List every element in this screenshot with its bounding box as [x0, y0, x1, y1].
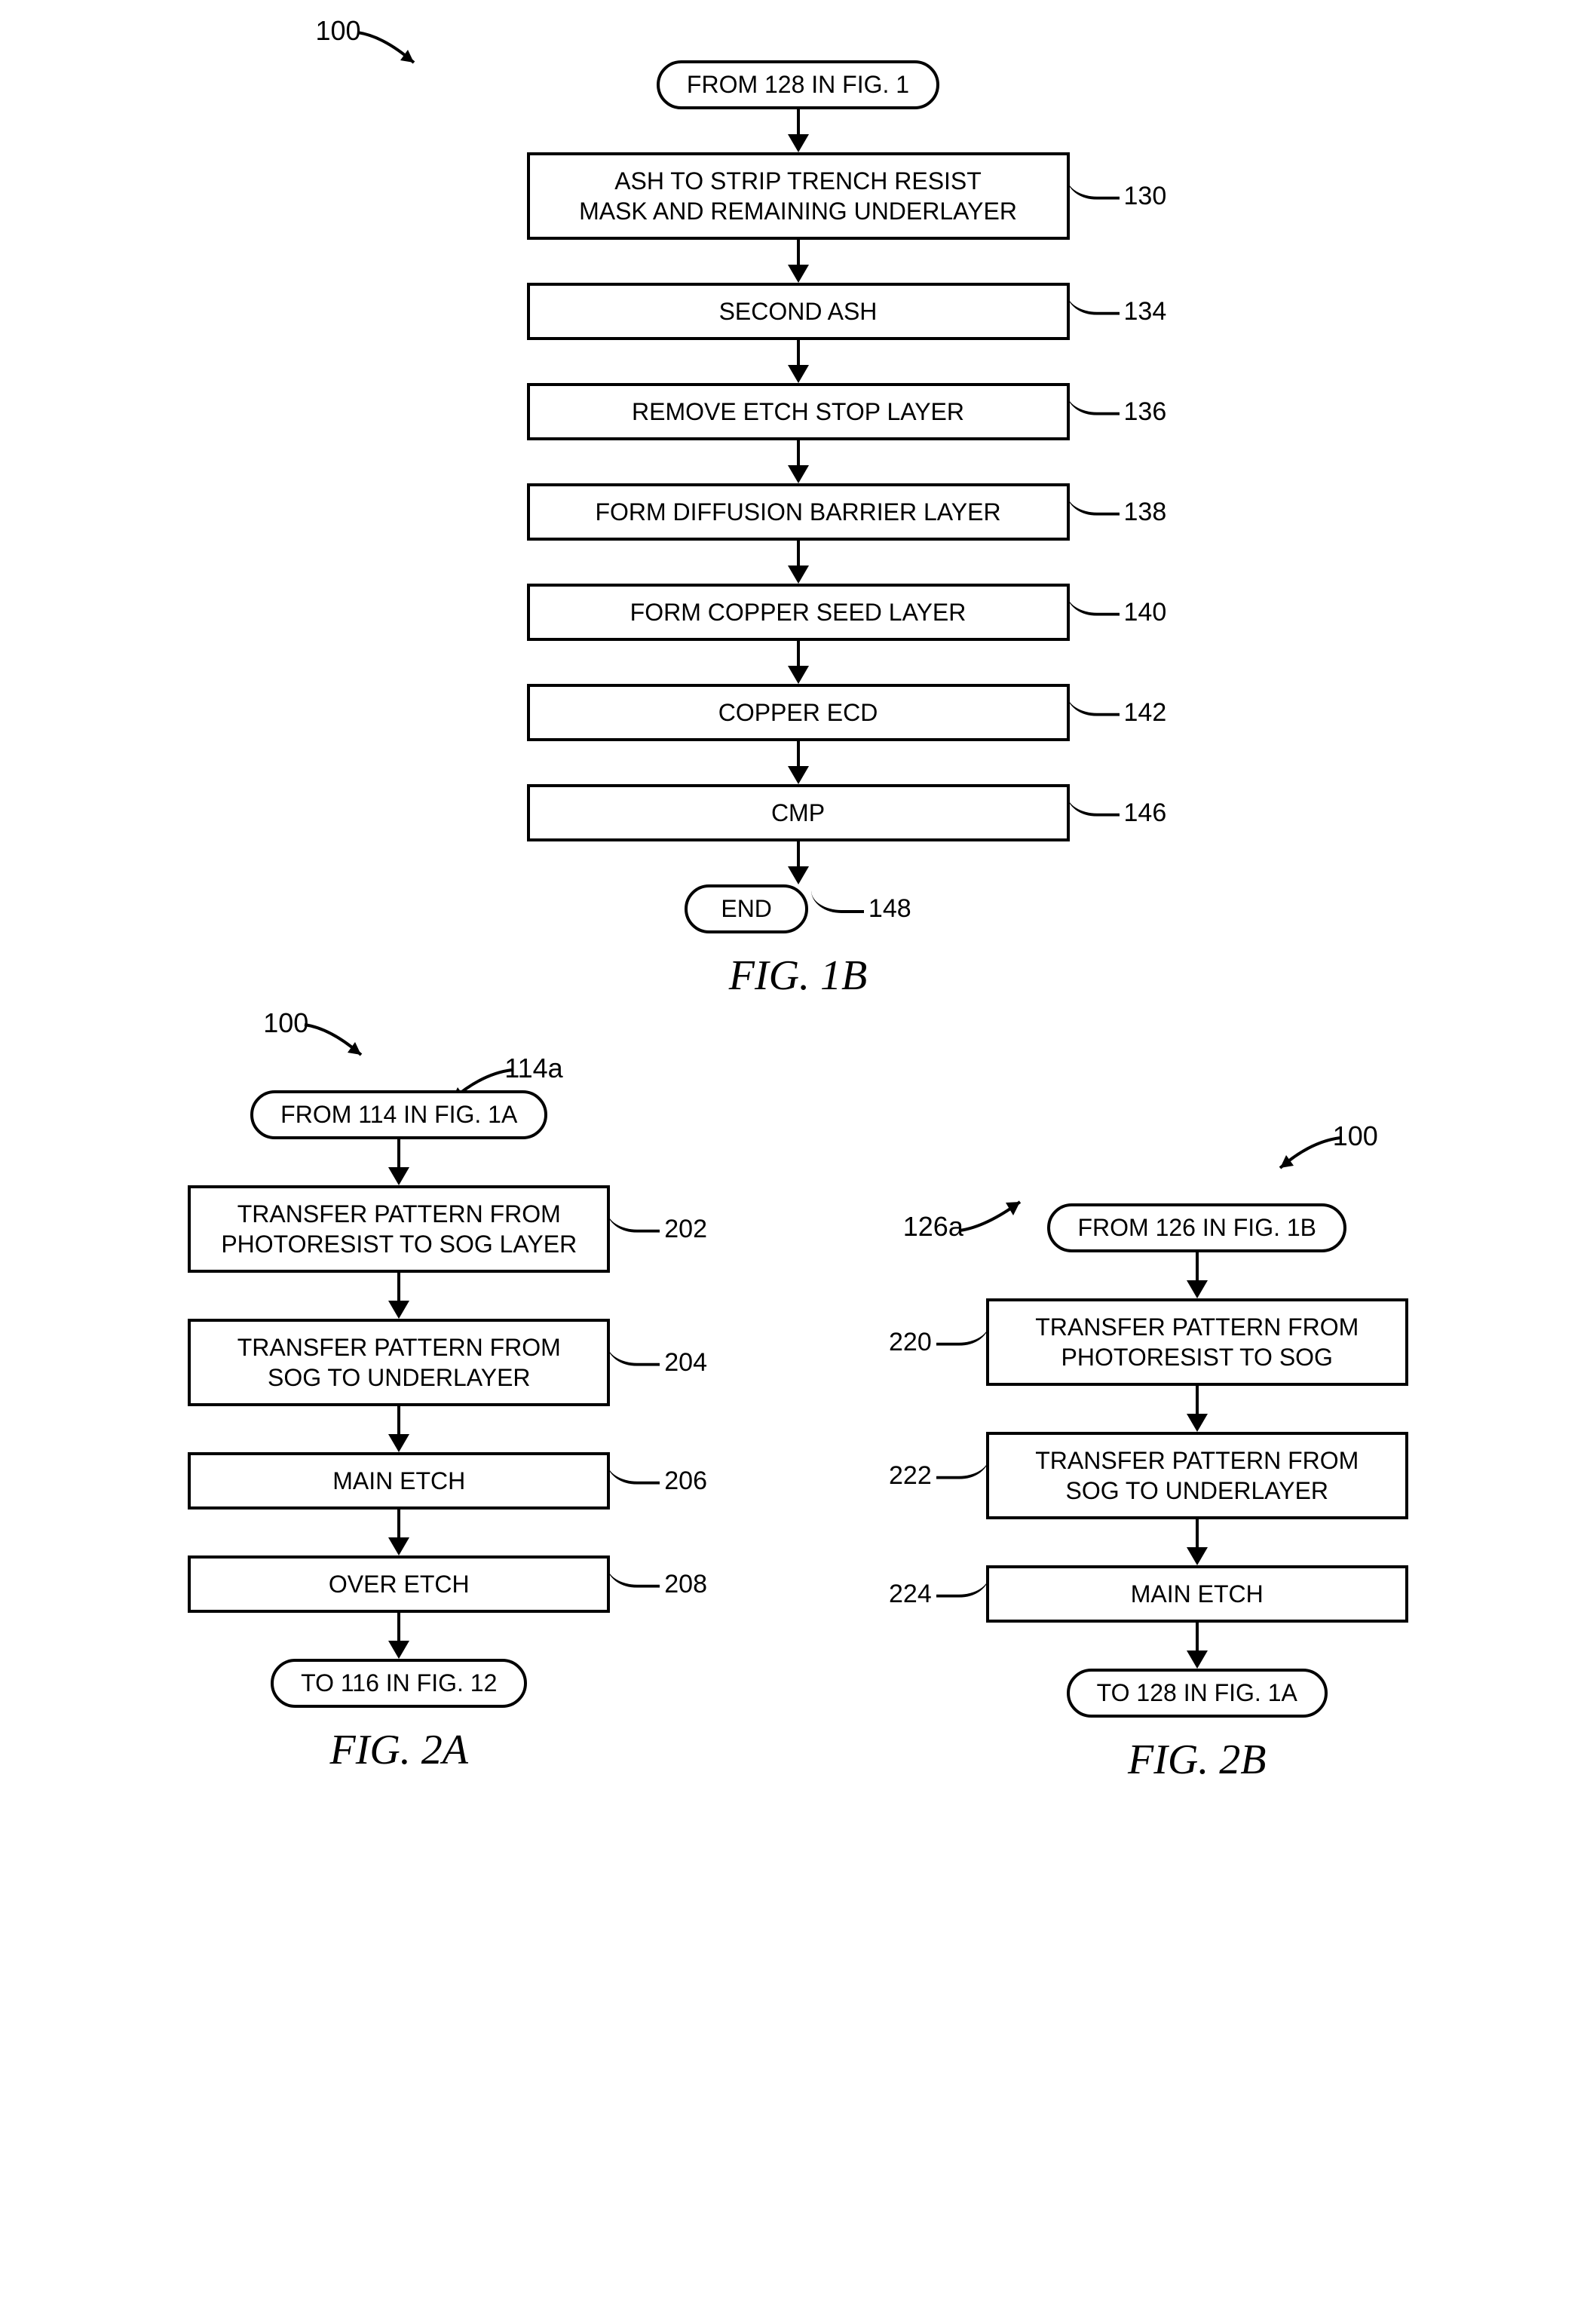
step-label: 220 — [889, 1326, 989, 1359]
process-row: CMP146 — [527, 784, 1070, 841]
end-terminal-row: END 148 — [685, 884, 911, 933]
step-label: 206 — [607, 1465, 707, 1497]
process-box: ASH TO STRIP TRENCH RESISTMASK AND REMAI… — [527, 152, 1070, 240]
start-terminal-row: FROM 128 IN FIG. 1 — [657, 60, 939, 109]
process-row: TRANSFER PATTERN FROMSOG TO UNDERLAYER20… — [188, 1319, 610, 1406]
process-row: TRANSFER PATTERN FROMPHOTORESIST TO SOG2… — [986, 1298, 1408, 1386]
step-label: 134 — [1067, 296, 1167, 328]
pointer-126a-fig2b: 126a — [903, 1211, 963, 1243]
process-row: FORM DIFFUSION BARRIER LAYER138 — [527, 483, 1070, 541]
end-label: 148 — [868, 894, 911, 924]
step-label: 138 — [1067, 496, 1167, 529]
step-label: 142 — [1067, 697, 1167, 729]
process-row: MAIN ETCH206 — [188, 1452, 610, 1510]
end-terminal: END — [685, 884, 808, 933]
figure-caption-1b: FIG. 1B — [729, 952, 868, 1000]
flowchart-2b: 100 126a FROM 126 IN FIG. 1B TRANSFER PA… — [986, 1203, 1408, 1784]
flowchart-1b: 100 FROM 128 IN FIG. 1 ASH TO STRIP TREN… — [527, 60, 1070, 1000]
step-label: 136 — [1067, 396, 1167, 428]
start-terminal: FROM 128 IN FIG. 1 — [657, 60, 939, 109]
step-label: 202 — [607, 1213, 707, 1246]
pointer-100-fig2a: 100 — [263, 1007, 308, 1039]
process-row: TRANSFER PATTERN FROMSOG TO UNDERLAYER22… — [986, 1432, 1408, 1519]
process-box: SECOND ASH134 — [527, 283, 1070, 340]
process-box: OVER ETCH208 — [188, 1555, 610, 1613]
step-label: 222 — [889, 1460, 989, 1492]
step-label: 204 — [607, 1347, 707, 1379]
end-terminal-row: TO 128 IN FIG. 1A — [1067, 1669, 1328, 1718]
pointer-114a-fig2a: 114a — [504, 1053, 562, 1084]
step-label: 208 — [607, 1568, 707, 1601]
process-box: MAIN ETCH224 — [986, 1565, 1408, 1623]
start-terminal-row: FROM 114 IN FIG. 1A — [250, 1090, 547, 1139]
process-row: TRANSFER PATTERN FROMPHOTORESIST TO SOG … — [188, 1185, 610, 1273]
process-box: CMP146 — [527, 784, 1070, 841]
process-row: OVER ETCH208 — [188, 1555, 610, 1613]
process-box: TRANSFER PATTERN FROMPHOTORESIST TO SOG … — [188, 1185, 610, 1273]
start-terminal: FROM 114 IN FIG. 1A — [250, 1090, 547, 1139]
process-box: TRANSFER PATTERN FROMPHOTORESIST TO SOG2… — [986, 1298, 1408, 1386]
pointer-label: 126a — [903, 1211, 963, 1242]
start-terminal: FROM 126 IN FIG. 1B — [1047, 1203, 1346, 1252]
flowchart-2a: 100 114a FROM 114 IN FIG. 1A TRANSFER PA… — [188, 1090, 610, 1784]
step-label: 140 — [1067, 596, 1167, 629]
step-label: 130 — [1067, 180, 1167, 213]
process-box: REMOVE ETCH STOP LAYER136 — [527, 383, 1070, 440]
process-box: TRANSFER PATTERN FROMSOG TO UNDERLAYER22… — [986, 1432, 1408, 1519]
figure-caption-2a: FIG. 2A — [329, 1726, 468, 1774]
process-row: COPPER ECD142 — [527, 684, 1070, 741]
figure-1b-region: 100 FROM 128 IN FIG. 1 ASH TO STRIP TREN… — [45, 60, 1551, 1000]
process-box: TRANSFER PATTERN FROMSOG TO UNDERLAYER20… — [188, 1319, 610, 1406]
end-terminal: TO 116 IN FIG. 12 — [271, 1659, 527, 1708]
process-box: FORM COPPER SEED LAYER140 — [527, 584, 1070, 641]
process-box: MAIN ETCH206 — [188, 1452, 610, 1510]
end-terminal-row: TO 116 IN FIG. 12 — [271, 1659, 527, 1708]
process-box: COPPER ECD142 — [527, 684, 1070, 741]
figure-caption-2b: FIG. 2B — [1128, 1736, 1267, 1784]
start-terminal-row: FROM 126 IN FIG. 1B — [1047, 1203, 1346, 1252]
pointer-100-fig1b: 100 — [316, 15, 361, 47]
process-row: FORM COPPER SEED LAYER140 — [527, 584, 1070, 641]
step-label: 146 — [1067, 797, 1167, 829]
process-row: SECOND ASH134 — [527, 283, 1070, 340]
process-row: REMOVE ETCH STOP LAYER136 — [527, 383, 1070, 440]
figures-2-region: 100 114a FROM 114 IN FIG. 1A TRANSFER PA… — [45, 1090, 1551, 1784]
pointer-100-fig2b: 100 — [1333, 1120, 1378, 1152]
process-box: FORM DIFFUSION BARRIER LAYER138 — [527, 483, 1070, 541]
end-terminal: TO 128 IN FIG. 1A — [1067, 1669, 1328, 1718]
step-label: 224 — [889, 1578, 989, 1611]
process-row: ASH TO STRIP TRENCH RESISTMASK AND REMAI… — [527, 152, 1070, 240]
process-row: MAIN ETCH224 — [986, 1565, 1408, 1623]
